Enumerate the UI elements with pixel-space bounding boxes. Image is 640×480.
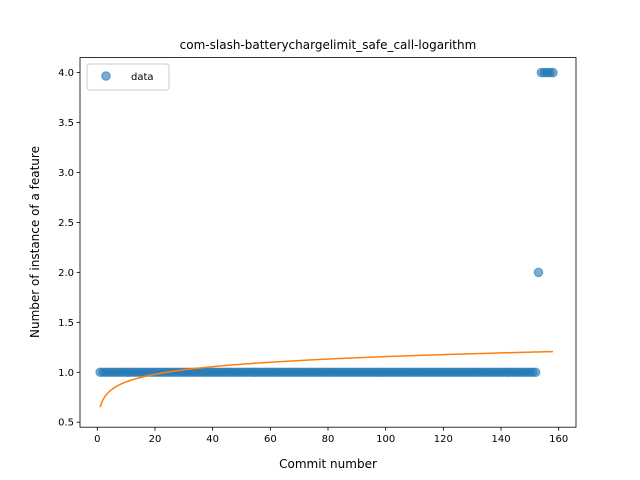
data-point: [548, 67, 558, 78]
plot-marks: [95, 67, 558, 408]
x-axis-ticks: 0 20 40 60 80 100 120 140 160: [94, 427, 568, 445]
y-tick-label: 1.5: [58, 318, 74, 329]
x-tick-label: 120: [434, 434, 453, 445]
x-axis-label: Commit number: [279, 457, 377, 471]
x-tick-label: 0: [94, 434, 100, 445]
legend-box: [86, 63, 170, 91]
x-tick-label: 100: [376, 434, 395, 445]
x-tick-label: 40: [206, 434, 219, 445]
x-tick-label: 80: [322, 434, 335, 445]
x-tick-label: 20: [149, 434, 162, 445]
y-tick-label: 2.5: [58, 218, 74, 229]
data-point: [533, 267, 544, 278]
chart-title: com-slash-batterychargelimit_safe_call-l…: [180, 38, 477, 52]
y-axis-ticks: 0.5 1.0 1.5 2.0 2.5 3.0 3.5 4.0: [58, 68, 80, 429]
y-tick-label: 3.0: [58, 168, 74, 179]
y-tick-label: 0.5: [58, 418, 74, 429]
data-point: [530, 367, 541, 378]
legend: data: [86, 63, 170, 91]
y-tick-label: 2.0: [58, 268, 74, 279]
y-tick-label: 1.0: [58, 368, 74, 379]
x-tick-label: 60: [264, 434, 277, 445]
legend-marker-data: [101, 71, 111, 81]
x-tick-label: 140: [491, 434, 510, 445]
legend-label-data: data: [131, 72, 154, 83]
y-tick-label: 4.0: [58, 68, 74, 79]
x-tick-label: 160: [549, 434, 568, 445]
y-tick-label: 3.5: [58, 118, 74, 129]
fit-line: [99, 350, 553, 408]
y-axis-label: Number of instance of a feature: [28, 146, 42, 338]
